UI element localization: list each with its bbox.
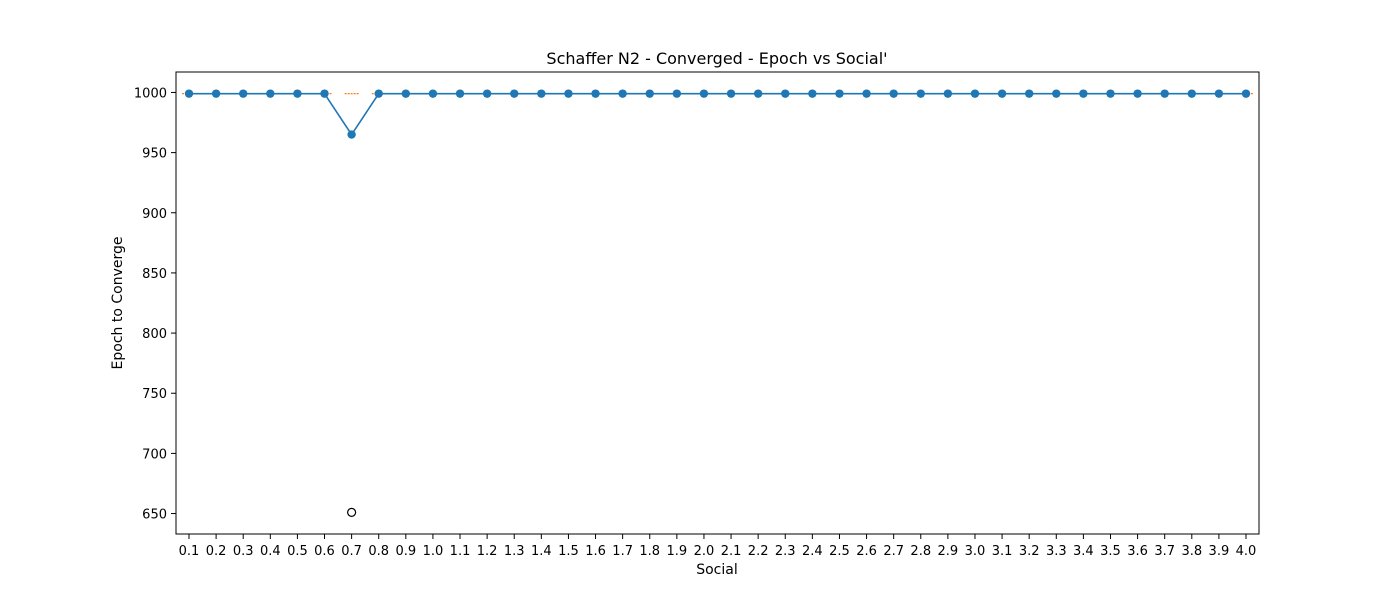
x-tick-label: 3.6: [1127, 544, 1148, 559]
data-point: [781, 89, 790, 98]
data-point: [320, 89, 329, 98]
data-point: [889, 89, 898, 98]
x-tick-label: 3.0: [965, 544, 986, 559]
x-tick-label: 2.1: [721, 544, 742, 559]
x-tick-label: 1.7: [612, 544, 633, 559]
x-tick-label: 3.8: [1181, 544, 1202, 559]
x-tick-label: 3.7: [1154, 544, 1175, 559]
data-point: [1187, 89, 1196, 98]
y-axis-title: Epoch to Converge: [110, 237, 126, 370]
data-point: [347, 130, 356, 139]
data-point: [239, 89, 248, 98]
y-tick-label: 700: [142, 447, 167, 462]
x-tick-label: 1.2: [477, 544, 498, 559]
x-tick-label: 0.6: [314, 544, 335, 559]
data-point: [482, 89, 492, 98]
data-point: [1106, 89, 1115, 98]
data-point: [916, 89, 925, 98]
data-point: [753, 89, 763, 98]
x-tick-label: 3.1: [992, 544, 1013, 559]
chart-title: Schaffer N2 - Converged - Epoch vs Socia…: [546, 49, 887, 68]
x-tick-label: 1.9: [667, 544, 688, 559]
data-point: [401, 89, 411, 98]
data-point: [1052, 89, 1061, 98]
y-tick-label: 750: [142, 387, 167, 402]
data-point: [1160, 89, 1169, 98]
data-point: [1133, 89, 1142, 98]
x-axis-title: Social: [696, 562, 738, 578]
data-point: [591, 89, 600, 98]
x-tick-label: 1.0: [423, 544, 444, 559]
x-tick-label: 3.2: [1019, 544, 1040, 559]
data-point: [184, 89, 194, 98]
x-tick-label: 0.2: [206, 544, 227, 559]
data-point: [428, 89, 438, 98]
data-point: [537, 89, 546, 98]
y-tick-label: 650: [142, 508, 167, 523]
data-point: [808, 89, 817, 98]
data-point: [997, 89, 1007, 98]
data-point: [211, 89, 221, 98]
x-tick-label: 4.0: [1236, 544, 1257, 559]
y-tick-label: 1000: [134, 86, 167, 101]
x-tick-label: 2.8: [910, 544, 931, 559]
data-point: [835, 89, 844, 98]
data-point: [1024, 89, 1034, 98]
data-point: [726, 89, 736, 98]
x-tick-label: 1.6: [585, 544, 606, 559]
data-point: [1241, 89, 1251, 98]
x-tick-label: 2.5: [829, 544, 850, 559]
x-tick-label: 0.4: [260, 544, 281, 559]
data-point: [564, 89, 573, 98]
y-tick-label: 900: [142, 207, 167, 222]
plot-frame: [175, 71, 1260, 535]
data-point: [374, 89, 383, 98]
x-tick-label: 2.7: [883, 544, 904, 559]
y-tick-label: 850: [142, 267, 167, 282]
data-point: [1079, 89, 1088, 98]
x-tick-label: 3.3: [1046, 544, 1067, 559]
data-point: [645, 89, 654, 98]
data-point: [699, 89, 709, 98]
x-tick-label: 1.4: [531, 544, 552, 559]
x-tick-label: 3.5: [1100, 544, 1121, 559]
x-tick-label: 2.4: [802, 544, 823, 559]
data-point: [672, 89, 682, 98]
data-point: [266, 89, 275, 98]
outlier-point: [347, 507, 357, 517]
x-tick-label: 2.2: [748, 544, 769, 559]
y-tick-label: 800: [142, 327, 167, 342]
data-point: [455, 89, 465, 98]
x-tick-label: 0.1: [179, 544, 200, 559]
data-point: [510, 89, 519, 98]
x-tick-label: 3.9: [1209, 544, 1230, 559]
x-tick-label: 0.7: [341, 544, 362, 559]
data-point: [943, 89, 953, 98]
x-tick-label: 0.3: [233, 544, 254, 559]
y-tick-label: 950: [142, 147, 167, 162]
data-point: [862, 89, 871, 98]
x-tick-label: 1.5: [558, 544, 579, 559]
x-tick-label: 1.1: [450, 544, 471, 559]
data-point: [970, 89, 980, 98]
x-tick-label: 0.8: [368, 544, 389, 559]
x-tick-label: 2.6: [856, 544, 877, 559]
x-tick-label: 1.3: [504, 544, 525, 559]
x-tick-label: 2.0: [694, 544, 715, 559]
plot-area: [182, 89, 1253, 517]
x-tick-label: 0.5: [287, 544, 308, 559]
x-tick-label: 2.9: [938, 544, 959, 559]
x-tick-label: 1.8: [639, 544, 660, 559]
x-tick-label: 2.3: [775, 544, 796, 559]
data-point: [618, 89, 627, 98]
x-tick-label: 0.9: [395, 544, 416, 559]
x-tick-label: 3.4: [1073, 544, 1094, 559]
series-line: [189, 92, 1246, 137]
data-point: [293, 89, 302, 98]
data-point: [1214, 89, 1224, 98]
